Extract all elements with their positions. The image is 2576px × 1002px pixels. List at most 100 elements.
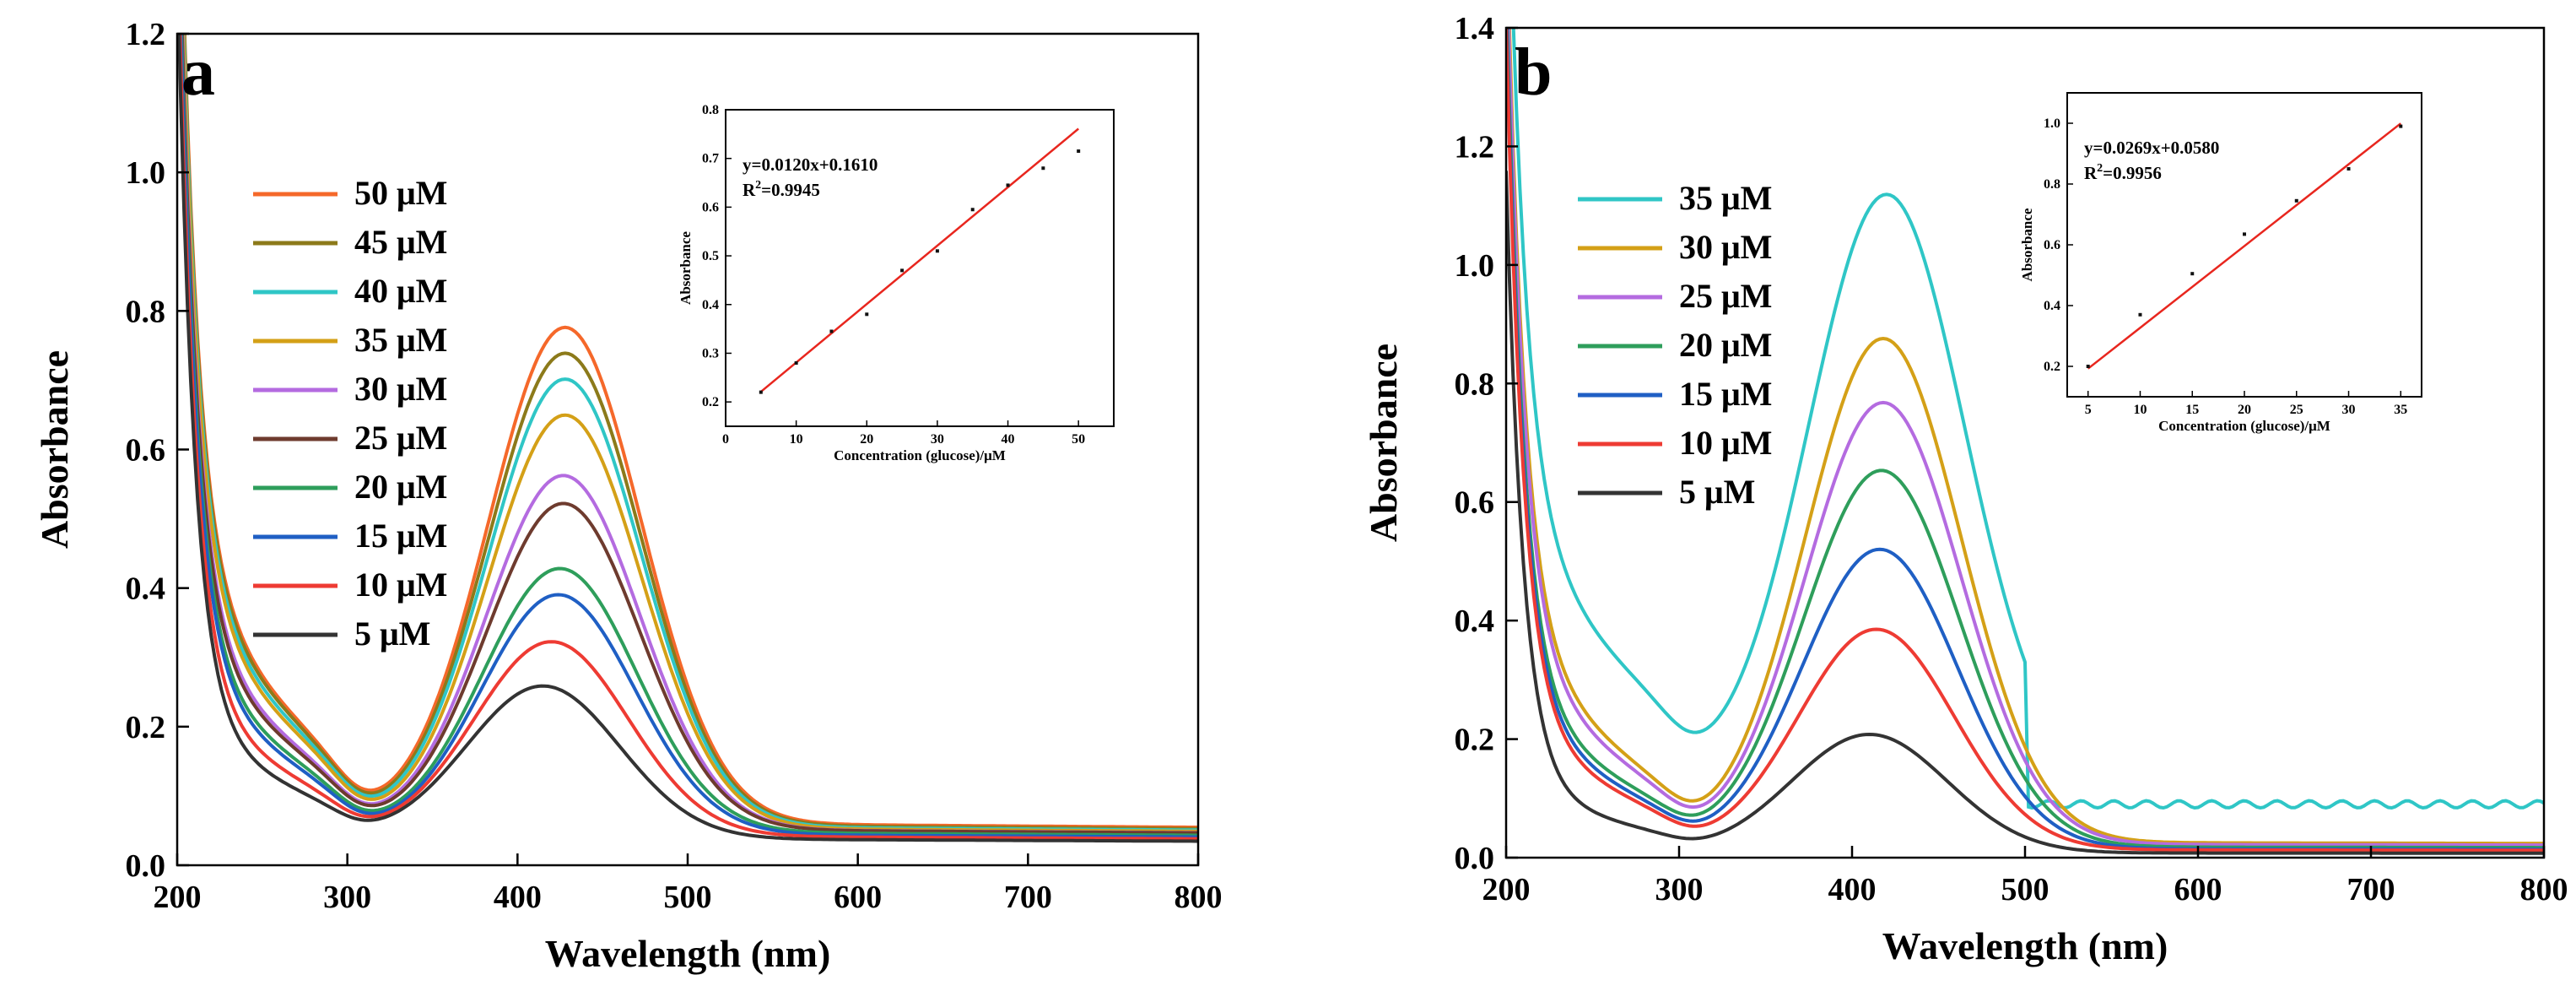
- inset-data-point: [1006, 183, 1010, 187]
- legend-label: 30 μM: [1679, 228, 1772, 266]
- y-tick-label: 1.2: [1455, 129, 1495, 165]
- spectra-curves: [177, 34, 1198, 843]
- x-tick-label: 800: [2520, 872, 2568, 907]
- legend-label: 35 μM: [1679, 179, 1772, 217]
- legend-label: 25 μM: [354, 419, 447, 457]
- inset-data-point: [759, 390, 763, 394]
- inset-y-tick-label: 0.6: [2044, 238, 2060, 252]
- inset-equation: y=0.0269x+0.0580: [2084, 138, 2219, 158]
- legend-label: 50 μM: [354, 174, 447, 212]
- inset-y-tick-label: 0.2: [702, 395, 719, 409]
- inset-x-tick-label: 50: [1072, 432, 1085, 447]
- panel-letter: a: [181, 35, 215, 110]
- inset-y-tick-label: 0.2: [2044, 360, 2060, 374]
- inset-data-point: [2346, 167, 2351, 171]
- inset-chart: 5 10 15 20 25 30 35 0.2 0.4 0.6 0.8 1.0 Concentratio…: [2019, 92, 2422, 434]
- legend: 35 μM 30 μM 25 μM 20 μM 15 μM 10 μM 5 μM: [1578, 179, 1772, 511]
- inset-frame: [725, 109, 1115, 427]
- legend-label: 30 μM: [354, 370, 447, 408]
- inset-x-tick-label: 5: [2085, 403, 2092, 417]
- series-line-2: [1507, 28, 2544, 848]
- y-tick-label: 1.4: [1455, 11, 1495, 46]
- y-tick-label: 0.2: [1455, 723, 1495, 758]
- y-tick-label: 0.4: [126, 571, 166, 607]
- x-tick-label: 800: [1175, 880, 1223, 915]
- legend-label: 15 μM: [354, 517, 447, 555]
- y-axis-label: Absorbance: [1362, 344, 1405, 542]
- y-tick-label: 0.6: [1455, 485, 1495, 521]
- x-axis-label: Wavelength (nm): [1882, 924, 2168, 967]
- inset-x-tick-label: 25: [2290, 403, 2303, 417]
- panel-b: 200 300 400 500 600 700 800 0.0 0.2 0.4 0.6 0.8 1.0 1…: [1362, 11, 2568, 967]
- inset-x-tick-label: 20: [860, 432, 873, 447]
- x-tick-label: 500: [664, 880, 712, 915]
- legend-label: 40 μM: [354, 272, 447, 310]
- series-line-8: [178, 34, 1198, 841]
- inset-data-point: [1041, 166, 1045, 171]
- inset-data-point: [2086, 365, 2090, 368]
- inset-data-point: [865, 312, 869, 317]
- inset-y-tick-label: 1.0: [2044, 116, 2060, 131]
- legend-label: 15 μM: [1679, 375, 1772, 413]
- x-tick-label: 200: [154, 880, 202, 915]
- inset-fit-line: [2087, 122, 2402, 370]
- y-tick-label: 1.2: [126, 17, 166, 52]
- inset-x-tick-label: 20: [2238, 403, 2251, 417]
- panel-a: 200 300 400 500 600 700 8000.00.20.40.60.81.01…: [33, 17, 1223, 975]
- legend-label: 5 μM: [354, 615, 430, 653]
- inset-x-axis-label: Concentration (glucose)/μM: [834, 447, 1006, 463]
- inset-y-tick-label: 0.3: [702, 346, 719, 360]
- y-axis-label: Absorbance: [33, 350, 76, 549]
- inset-x-tick-label: 30: [2342, 403, 2356, 417]
- legend-label: 20 μM: [354, 468, 447, 506]
- inset-data-point: [970, 208, 975, 212]
- inset-data-point: [935, 249, 939, 253]
- legend-label: 10 μM: [1679, 424, 1772, 462]
- y-tick-label: 0.8: [1455, 366, 1495, 402]
- inset-y-axis-label: Absorbance: [2019, 208, 2035, 281]
- inset-x-tick-label: 35: [2394, 403, 2407, 417]
- inset-y-tick-label: 0.6: [702, 200, 719, 214]
- legend-label: 20 μM: [1679, 326, 1772, 364]
- inset-r-squared: R2=0.9945: [743, 179, 820, 200]
- inset-y-tick-label: 0.5: [702, 249, 719, 263]
- legend-label: 25 μM: [1679, 277, 1772, 315]
- panel-letter: b: [1515, 35, 1553, 110]
- legend-label: 10 μM: [354, 566, 447, 604]
- inset-data-point: [2294, 198, 2298, 203]
- series-line-9: [177, 34, 1198, 843]
- inset-y-tick-label: 0.7: [702, 152, 719, 166]
- inset-data-point: [794, 361, 798, 365]
- y-tick-label: 0.8: [126, 294, 166, 329]
- inset-y-tick-label: 0.4: [702, 298, 719, 312]
- inset-r-squared: R2=0.9956: [2084, 162, 2162, 183]
- inset-fit-line: [760, 127, 1079, 393]
- y-tick-label: 0.0: [126, 848, 166, 884]
- inset-y-tick-label: 0.4: [2044, 299, 2060, 313]
- inset-data-point: [900, 268, 905, 273]
- y-tick-label: 0.6: [126, 433, 166, 469]
- inset-y-axis-label: Absorbance: [678, 231, 694, 305]
- x-tick-label: 500: [2001, 872, 2049, 907]
- inset-x-tick-label: 15: [2185, 403, 2199, 417]
- x-tick-label: 200: [1482, 872, 1531, 907]
- legend-label: 35 μM: [354, 321, 447, 359]
- inset-data-point: [829, 329, 834, 333]
- y-tick-label: 0.0: [1455, 841, 1495, 876]
- series-line-5: [180, 34, 1198, 835]
- y-tick-label: 0.2: [126, 710, 166, 745]
- inset-data-point: [2190, 272, 2195, 276]
- inset-x-tick-label: 30: [931, 432, 944, 447]
- inset-data-point: [2138, 312, 2142, 317]
- legend: 50 μM 45 μM 40 μM 35 μM 30 μM 25 μM 20 μM 15 μM…: [253, 174, 447, 653]
- series-line-6: [180, 34, 1198, 837]
- x-tick-label: 300: [1655, 872, 1704, 907]
- x-tick-label: 300: [323, 880, 371, 915]
- x-tick-label: 600: [2174, 872, 2222, 907]
- y-tick-label: 1.0: [1455, 248, 1495, 284]
- legend-label: 45 μM: [354, 223, 447, 261]
- inset-y-tick-label: 0.8: [2044, 177, 2060, 192]
- y-tick-label: 1.0: [126, 155, 166, 191]
- inset-data-point: [1077, 149, 1081, 154]
